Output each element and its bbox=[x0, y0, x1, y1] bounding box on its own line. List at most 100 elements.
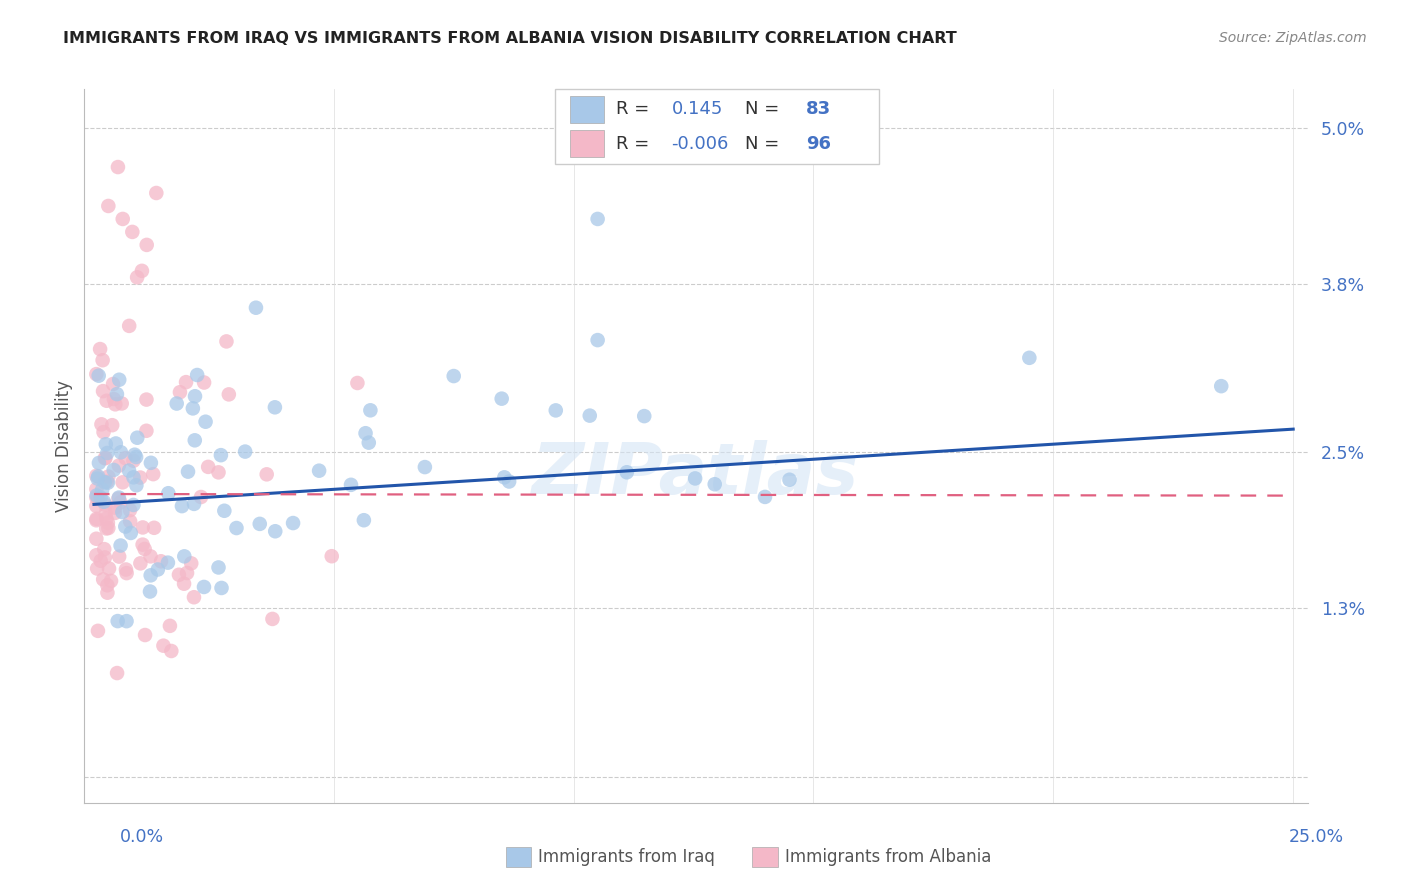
Point bbox=[193, 580, 215, 594]
Point bbox=[135, 238, 157, 252]
Point bbox=[97, 469, 120, 483]
Text: Source: ZipAtlas.com: Source: ZipAtlas.com bbox=[1219, 31, 1367, 45]
Point bbox=[89, 491, 111, 505]
Point bbox=[91, 384, 114, 398]
Point bbox=[135, 424, 157, 438]
Point bbox=[86, 561, 108, 575]
Point bbox=[101, 418, 124, 433]
Point bbox=[340, 478, 363, 492]
Point bbox=[616, 465, 638, 479]
Point bbox=[135, 392, 157, 407]
Point bbox=[633, 409, 655, 423]
Point bbox=[86, 513, 108, 527]
Point bbox=[1018, 351, 1040, 365]
Point bbox=[173, 576, 195, 591]
Point bbox=[107, 614, 129, 628]
Point bbox=[129, 470, 152, 484]
Point bbox=[186, 368, 208, 382]
Point bbox=[321, 549, 343, 564]
Point bbox=[157, 486, 180, 500]
Point bbox=[96, 446, 118, 460]
Point bbox=[118, 318, 141, 333]
Point bbox=[87, 456, 110, 470]
Text: N =: N = bbox=[745, 135, 785, 153]
Point bbox=[94, 498, 117, 512]
Point bbox=[245, 301, 267, 315]
Point bbox=[197, 459, 219, 474]
Point bbox=[122, 454, 145, 468]
Point bbox=[578, 409, 600, 423]
Point bbox=[86, 472, 108, 486]
Point bbox=[111, 475, 134, 490]
Point bbox=[190, 490, 212, 504]
Point bbox=[181, 401, 204, 416]
Point bbox=[1211, 379, 1233, 393]
Point bbox=[359, 403, 381, 417]
Point bbox=[91, 353, 114, 368]
Point bbox=[86, 468, 108, 483]
Point bbox=[86, 532, 108, 546]
Point bbox=[127, 270, 149, 285]
Point bbox=[94, 451, 117, 466]
Point bbox=[139, 456, 162, 470]
Point bbox=[139, 549, 162, 564]
Point bbox=[97, 521, 120, 535]
Point bbox=[104, 500, 127, 515]
Point bbox=[104, 506, 127, 520]
Point bbox=[111, 505, 134, 519]
Point bbox=[156, 556, 179, 570]
Point bbox=[491, 392, 513, 406]
Point bbox=[170, 499, 193, 513]
Point bbox=[264, 401, 287, 415]
Point bbox=[111, 211, 134, 226]
Point bbox=[87, 491, 110, 506]
Point bbox=[86, 512, 108, 526]
Point bbox=[207, 466, 229, 480]
Text: Immigrants from Albania: Immigrants from Albania bbox=[785, 848, 991, 866]
Point bbox=[544, 403, 567, 417]
Point bbox=[86, 499, 108, 513]
Point bbox=[94, 450, 117, 465]
Point bbox=[125, 478, 148, 492]
Text: 0.145: 0.145 bbox=[672, 101, 723, 119]
Point bbox=[100, 574, 122, 588]
Point bbox=[105, 666, 128, 681]
Point bbox=[107, 491, 129, 506]
Point bbox=[249, 516, 271, 531]
Point bbox=[184, 389, 207, 403]
Point bbox=[215, 334, 238, 349]
Point bbox=[494, 470, 516, 484]
Point bbox=[97, 475, 120, 490]
Point bbox=[90, 417, 112, 432]
Point bbox=[193, 376, 215, 390]
Point bbox=[86, 489, 108, 503]
Point bbox=[94, 507, 117, 521]
Text: R =: R = bbox=[616, 135, 655, 153]
Point bbox=[120, 525, 142, 540]
Point bbox=[93, 542, 115, 557]
Point bbox=[214, 504, 236, 518]
Point bbox=[108, 549, 131, 564]
Bar bbox=[569, 130, 605, 158]
Point bbox=[160, 644, 183, 658]
Point bbox=[256, 467, 278, 482]
Point bbox=[91, 573, 114, 587]
Point bbox=[115, 566, 138, 581]
Text: 25.0%: 25.0% bbox=[1289, 828, 1344, 846]
Point bbox=[586, 333, 609, 347]
Point bbox=[86, 482, 108, 496]
Point bbox=[218, 387, 240, 401]
Point bbox=[94, 550, 117, 565]
Point bbox=[96, 578, 118, 592]
Point bbox=[353, 513, 375, 527]
Point bbox=[143, 521, 166, 535]
Point bbox=[94, 475, 117, 490]
Point bbox=[108, 458, 131, 473]
Text: ZIPatlas: ZIPatlas bbox=[533, 440, 859, 509]
Point bbox=[183, 497, 205, 511]
FancyBboxPatch shape bbox=[555, 89, 880, 164]
Text: -0.006: -0.006 bbox=[672, 135, 728, 153]
Point bbox=[110, 539, 132, 553]
Point bbox=[498, 475, 520, 489]
Point bbox=[118, 503, 141, 517]
